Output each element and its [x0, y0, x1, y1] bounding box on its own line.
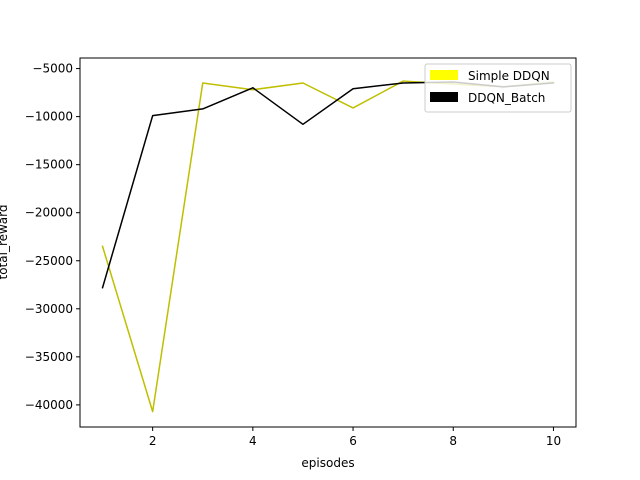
y-axis: −40000 −35000 −30000 −25000 −20000 −15000 −100… — [25, 62, 80, 412]
y-tick-label: −10000 — [25, 110, 73, 124]
legend-label-simple-ddqn: Simple DDQN — [468, 69, 550, 83]
y-tick-label: −20000 — [25, 206, 73, 220]
y-tick-label: −30000 — [25, 302, 73, 316]
x-axis-label: episodes — [301, 456, 354, 470]
y-tick-label: −40000 — [25, 398, 73, 412]
x-tick-label: 10 — [546, 434, 561, 448]
x-tick-label: 4 — [249, 434, 257, 448]
y-tick-label: −35000 — [25, 350, 73, 364]
x-axis: 2 4 6 8 10 — [149, 427, 561, 448]
x-tick-label: 6 — [349, 434, 357, 448]
plot-area — [80, 58, 576, 427]
legend: Simple DDQN DDQN_Batch — [424, 63, 572, 113]
legend-label-ddqn-batch: DDQN_Batch — [468, 91, 545, 105]
legend-swatch-simple-ddqn — [430, 70, 458, 80]
y-tick-label: −25000 — [25, 254, 73, 268]
legend-swatch-ddqn-batch — [430, 92, 458, 102]
plot-frame — [79, 57, 577, 428]
legend-box — [424, 63, 572, 113]
y-axis-label: total_reward — [0, 205, 10, 280]
y-tick-label: −5000 — [32, 62, 73, 76]
x-tick-label: 8 — [449, 434, 457, 448]
y-tick-label: −15000 — [25, 158, 73, 172]
x-tick-label: 2 — [149, 434, 157, 448]
